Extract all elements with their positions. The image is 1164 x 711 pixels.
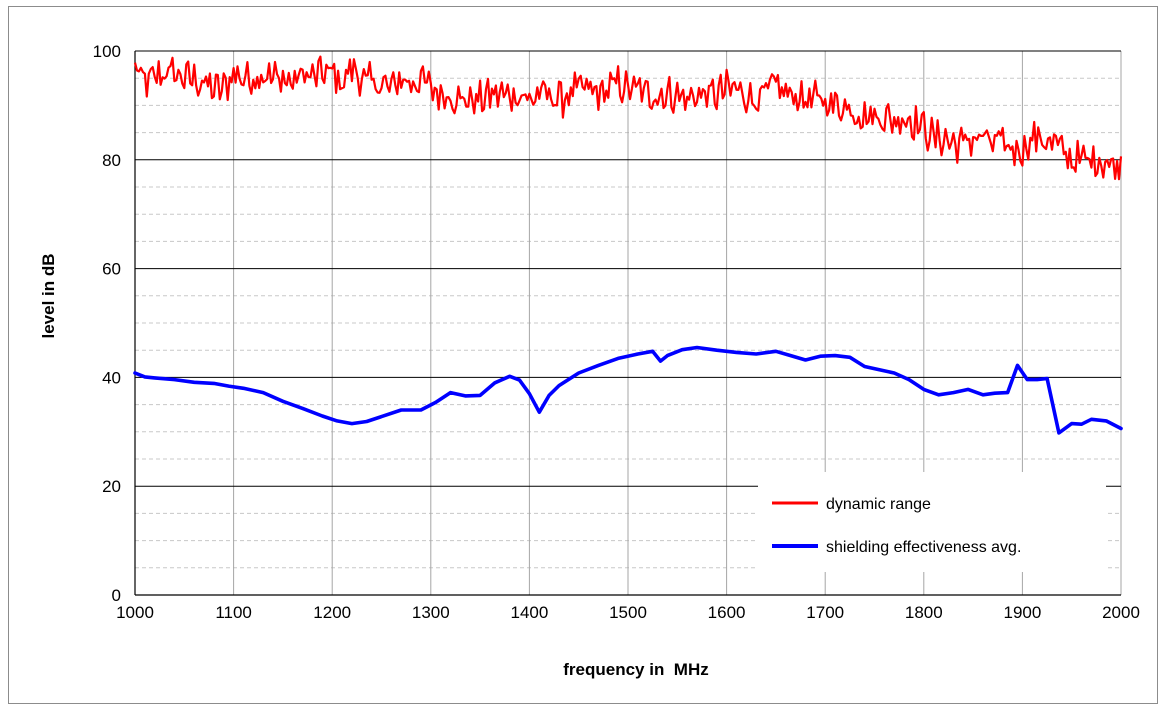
legend-box (758, 472, 1106, 572)
series-line-shielding-effectiveness (133, 345, 1123, 435)
legend-label-shielding-effectiveness: shielding effectiveness avg. (826, 539, 1021, 556)
x-tick-label: 2000 (1102, 603, 1140, 622)
y-tick-label: 80 (102, 151, 121, 170)
y-axis-label: level in dB (39, 253, 58, 338)
tick-labels: 0 20 40 60 80 100 1000 1100 1200 1300 1400 1500 1600… (93, 42, 1140, 622)
x-tick-label: 1300 (412, 603, 450, 622)
legend-label-dynamic-range: dynamic range (826, 496, 931, 513)
x-tick-label: 1900 (1003, 603, 1041, 622)
x-tick-label: 1600 (708, 603, 746, 622)
y-tick-label: 100 (93, 42, 121, 61)
x-tick-label: 1400 (510, 603, 548, 622)
y-tick-label: 40 (102, 368, 121, 387)
y-tick-label: 60 (102, 260, 121, 279)
series-group (133, 55, 1123, 435)
legend: dynamic range shielding effectiveness av… (758, 472, 1106, 572)
y-tick-label: 0 (112, 586, 121, 605)
x-tick-label: 1000 (116, 603, 154, 622)
chart-frame (8, 6, 1158, 704)
x-tick-label: 1800 (905, 603, 943, 622)
y-tick-label: 20 (102, 477, 121, 496)
series-line-dynamic-range (133, 55, 1123, 181)
x-tick-label: 1100 (215, 603, 252, 622)
x-tick-label: 1200 (313, 603, 351, 622)
x-tick-label: 1700 (806, 603, 844, 622)
x-axis-label: frequency in MHz (563, 660, 708, 679)
x-tick-label: 1500 (609, 603, 647, 622)
